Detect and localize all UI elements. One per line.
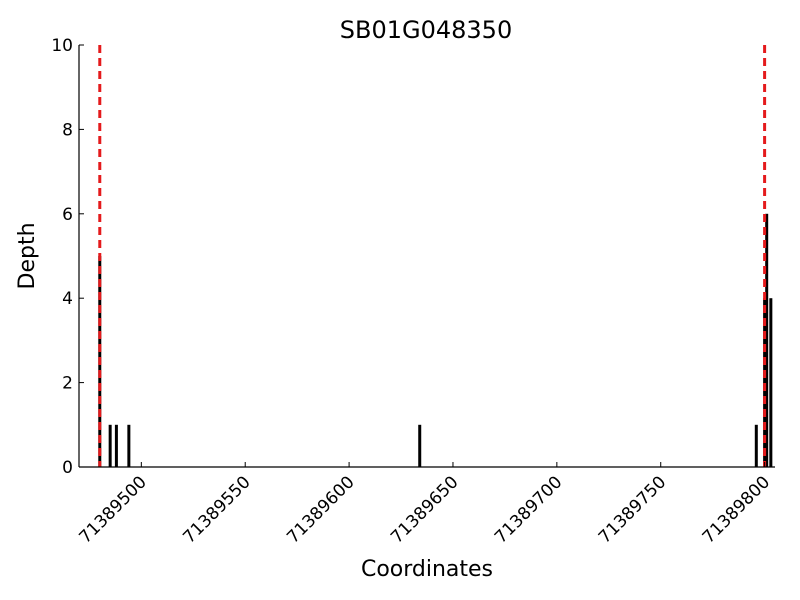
bar-3 [127, 424, 131, 467]
y-axis-label: Depth [15, 222, 40, 289]
x-tick-label-1: 71389550 [179, 472, 254, 547]
bar-6 [763, 298, 767, 467]
bar-4 [418, 424, 422, 467]
x-tick-label-3: 71389650 [387, 472, 462, 547]
chart-title: SB01G048350 [340, 16, 512, 44]
y-ticks: 0 2 4 6 8 10 [51, 36, 84, 478]
y-tick-label-4: 8 [62, 120, 73, 140]
y-tick-label-2: 4 [62, 289, 73, 309]
bar-5 [754, 424, 758, 467]
bar-7 [765, 213, 769, 467]
bars-layer [98, 213, 773, 467]
x-tick-label-5: 71389750 [595, 472, 670, 547]
axes [78, 45, 775, 468]
x-tick-label-2: 71389600 [283, 472, 358, 547]
y-tick-label-0: 0 [62, 458, 73, 478]
x-tick-label-6: 71389800 [699, 472, 774, 547]
bar-8 [769, 298, 773, 467]
x-tick-label-4: 71389700 [491, 472, 566, 547]
x-tick-label-0: 71389500 [76, 472, 151, 547]
markers-layer [98, 45, 767, 467]
y-tick-label-5: 10 [51, 36, 73, 56]
x-ticks: 71389500 71389550 71389600 71389650 71389700… [76, 462, 774, 548]
bar-2 [114, 424, 118, 467]
y-tick-label-1: 2 [62, 374, 73, 394]
x-axis-label: Coordinates [361, 557, 493, 582]
y-tick-label-3: 6 [62, 205, 73, 225]
bar-1 [108, 424, 112, 467]
